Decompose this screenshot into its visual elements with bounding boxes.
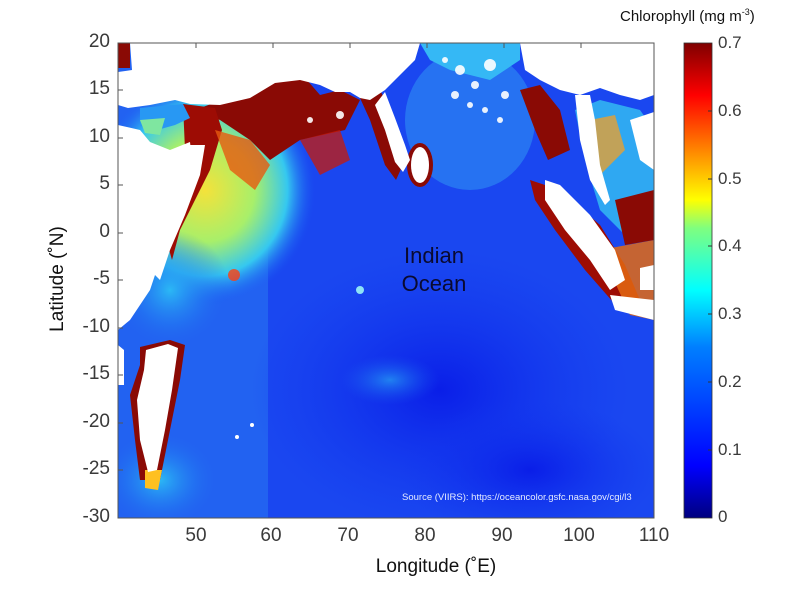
- y-tick-label: 0: [99, 221, 110, 242]
- colorbar-tick-label: 0.2: [718, 372, 742, 391]
- y-tick-label: -10: [82, 316, 110, 337]
- y-tick-label: 20: [88, 31, 110, 52]
- y-tick-label: -5: [93, 268, 110, 289]
- source-attribution: Source (VIIRS): https://oceancolor.gsfc.…: [402, 492, 632, 503]
- colorbar-tick-label: 0: [718, 507, 728, 526]
- colorbar-tick-label: 0.7: [718, 33, 742, 52]
- colorbar-title: Chlorophyll (mg m-3): [620, 7, 755, 25]
- ocean-label-line: Ocean: [401, 271, 467, 296]
- x-tick-label: 100: [563, 525, 595, 546]
- axis-ticks: [118, 42, 582, 471]
- x-tick-label: 70: [337, 525, 359, 546]
- x-tick-label: 80: [414, 525, 436, 546]
- x-axis-title: Longitude (˚E): [375, 556, 497, 577]
- map-field: [118, 43, 654, 518]
- colorbar: [683, 42, 713, 519]
- y-tick-label: -30: [82, 506, 110, 527]
- x-tick-label: 60: [260, 525, 282, 546]
- y-axis-title: Latitude (˚N): [47, 226, 68, 332]
- colorbar-tick-label: 0.3: [718, 304, 742, 323]
- colorbar-tick-label: 0.6: [718, 101, 742, 120]
- ocean-label: Indian Ocean: [384, 242, 484, 298]
- y-tick-label: -20: [82, 411, 110, 432]
- y-tick-label: 10: [88, 126, 110, 147]
- y-tick-label: 15: [88, 78, 110, 99]
- y-tick-label: -25: [82, 458, 110, 479]
- x-tick-label: 110: [638, 525, 670, 546]
- x-tick-label: 50: [185, 525, 207, 546]
- x-tick-label: 90: [491, 525, 513, 546]
- colorbar-tick-label: 0.4: [718, 236, 742, 255]
- colorbar-tick-label: 0.5: [718, 169, 742, 188]
- colorbar-tick-label: 0.1: [718, 440, 742, 459]
- ocean-label-line: Indian: [404, 243, 464, 268]
- y-tick-label: 5: [99, 173, 110, 194]
- y-tick-label: -15: [82, 363, 110, 384]
